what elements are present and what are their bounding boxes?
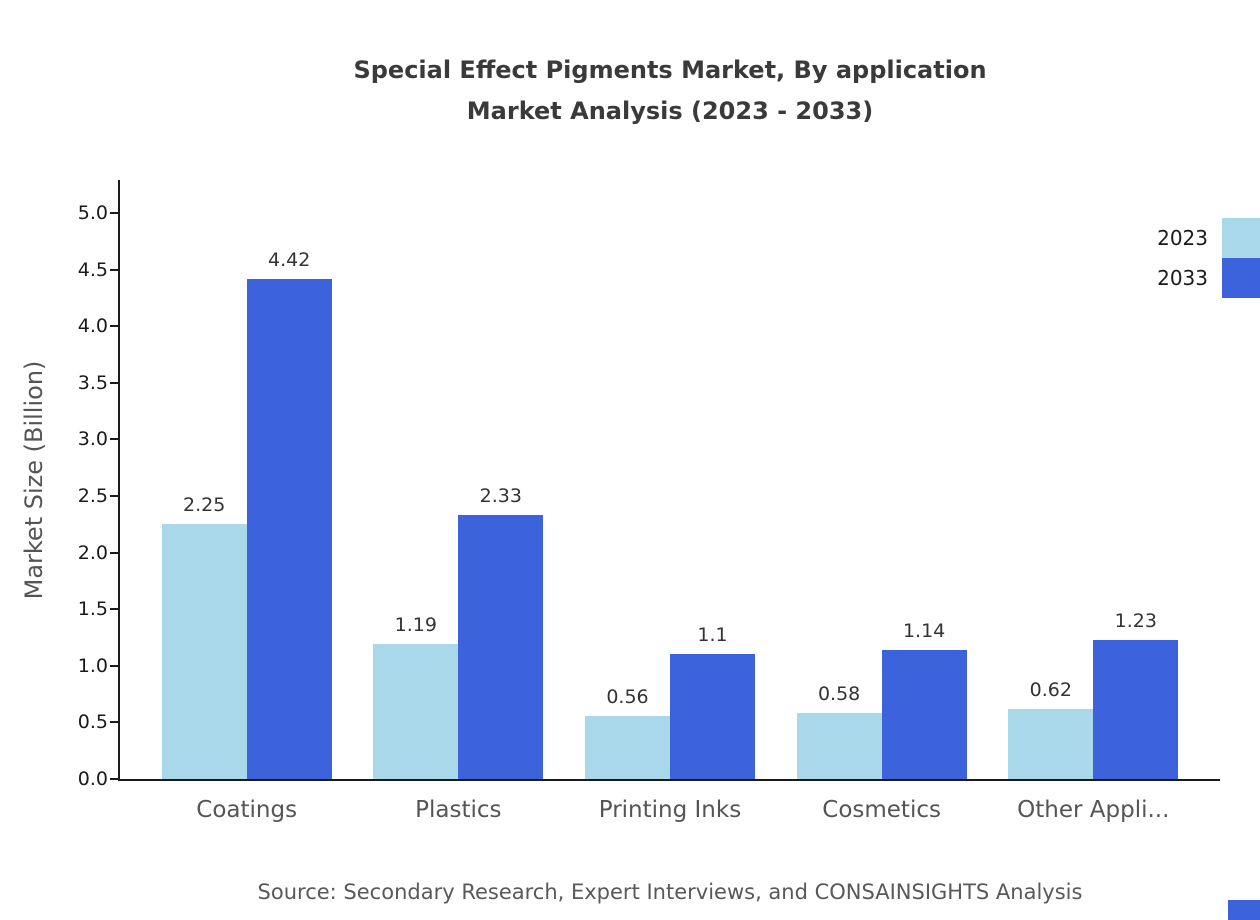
- bar-2033-cosmetics: 1.14: [881, 620, 967, 779]
- y-tick-label: 0.0: [77, 768, 108, 790]
- bar-value-label: 2.33: [479, 485, 522, 508]
- y-tick-label: 4.5: [77, 258, 108, 281]
- y-tick-label: 4.0: [77, 315, 108, 338]
- bar-2033-printing-inks: 1.1: [669, 624, 755, 779]
- legend: 2023 2033: [1157, 218, 1260, 298]
- bar-value-label: 1.19: [394, 614, 437, 637]
- y-tick-label: 1.0: [77, 654, 108, 677]
- y-tick-label: 3.5: [77, 371, 108, 394]
- y-tick-label: 0.5: [77, 711, 108, 734]
- y-tick-label: 3.0: [77, 428, 108, 451]
- y-tick-mark: [110, 212, 118, 214]
- legend-label: 2023: [1157, 226, 1208, 250]
- legend-swatch: [1222, 258, 1260, 298]
- chart-title-line1: Special Effect Pigments Market, By appli…: [353, 56, 987, 84]
- y-tick-mark: [110, 438, 118, 441]
- y-tick-mark: [110, 664, 118, 667]
- bar-2033-other-appli: 1.23: [1093, 610, 1179, 779]
- x-category-label: Other Appli...: [1017, 797, 1170, 823]
- bar-2023-printing-inks: 0.56: [584, 686, 670, 779]
- plot-area: 2.25 4.42 Coatings 1.19 2.33 Plastics 0.56 1.1 P…: [78, 180, 1220, 823]
- y-tick-mark: [110, 381, 118, 384]
- chart-title-line2: Market Analysis (2023 - 2033): [466, 97, 874, 125]
- y-tick-mark: [110, 325, 118, 328]
- bar-group-printing-inks: 0.56 1.1 Printing Inks: [584, 215, 755, 823]
- bar-value-label: 1.14: [902, 619, 946, 642]
- bar-group-coatings: 2.25 4.42 Coatings: [161, 215, 332, 823]
- y-tick-label: 2.0: [77, 541, 108, 564]
- bar-2023-cosmetics: 0.58: [796, 683, 882, 779]
- bar-group-other-appli: 0.62 1.23 Other Appli...: [1008, 215, 1179, 823]
- bar-value-label: 2.25: [183, 494, 226, 517]
- bar-group-cosmetics: 0.58 1.14 Cosmetics: [796, 215, 967, 823]
- brand-mark: [1228, 900, 1260, 920]
- y-tick-mark: [110, 268, 118, 271]
- bar-group-plastics: 1.19 2.33 Plastics: [373, 215, 544, 823]
- bar-value-label: 0.58: [817, 683, 861, 706]
- y-tick-label: 2.5: [77, 485, 108, 507]
- x-category-label: Printing Inks: [598, 797, 742, 823]
- y-tick-mark: [110, 721, 118, 724]
- legend-label: 2033: [1157, 266, 1208, 290]
- y-tick-mark: [110, 551, 118, 554]
- bar-2033-coatings: 4.42: [246, 249, 332, 779]
- y-tick-label: 1.5: [77, 598, 108, 621]
- source-note: Source: Secondary Research, Expert Inter…: [257, 880, 1083, 904]
- chart-title: Special Effect Pigments Market, By appli…: [80, 50, 1260, 132]
- bar-value-label: 4.42: [268, 248, 311, 271]
- bar-2023-coatings: 2.25: [161, 494, 247, 779]
- bar-groups: 2.25 4.42 Coatings 1.19 2.33 Plastics 0.56 1.1 P…: [120, 215, 1220, 823]
- legend-item-2033: 2033: [1157, 258, 1260, 298]
- y-tick-mark: [110, 608, 118, 611]
- bar-2023-other-appli: 0.62: [1008, 679, 1094, 779]
- x-category-label: Plastics: [415, 797, 502, 823]
- y-tick-label: 5.0: [77, 202, 108, 224]
- y-tick-mark: [110, 778, 118, 780]
- bar-2023-plastics: 1.19: [373, 614, 459, 779]
- x-category-label: Coatings: [196, 797, 298, 823]
- bar-value-label: 0.56: [606, 685, 649, 708]
- legend-item-2023: 2023: [1157, 218, 1260, 258]
- bar-value-label: 0.62: [1029, 678, 1072, 701]
- bar-2033-plastics: 2.33: [458, 485, 544, 779]
- y-tick-mark: [110, 495, 118, 497]
- bar-value-label: 1.23: [1114, 609, 1157, 632]
- x-category-label: Cosmetics: [822, 797, 941, 823]
- legend-swatch: [1222, 218, 1260, 258]
- bar-value-label: 1.1: [697, 624, 728, 647]
- y-axis-title: Market Size (Billion): [20, 360, 48, 600]
